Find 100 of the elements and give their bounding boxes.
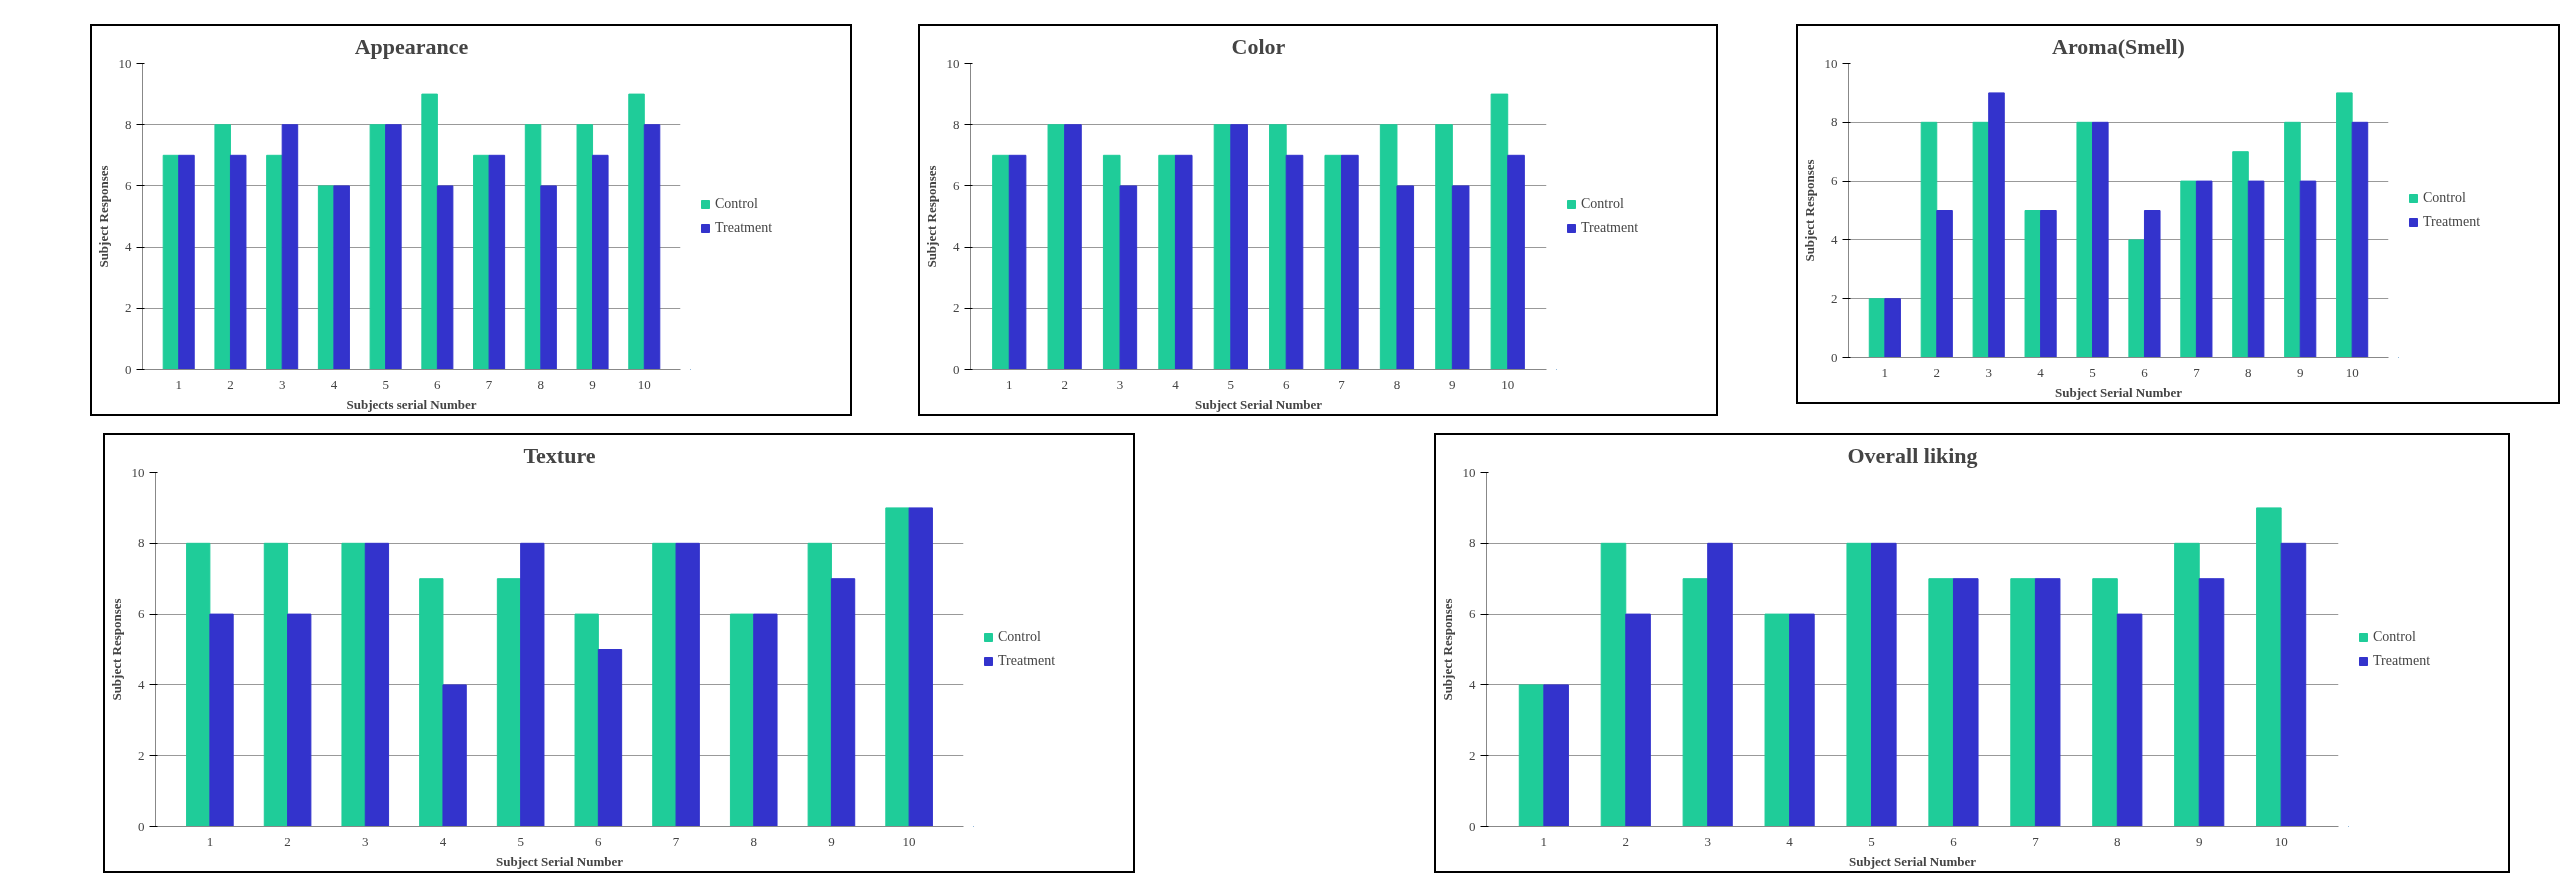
x-tick-label: 4 <box>2037 364 2045 380</box>
bar <box>2076 121 2094 358</box>
x-tick-label: 3 <box>278 376 286 392</box>
chart-title: Appearance <box>354 33 469 59</box>
legend-label: Treatment <box>998 653 1056 669</box>
bar <box>2180 180 2197 358</box>
bar <box>209 613 234 827</box>
bar <box>1064 124 1082 370</box>
x-tick-label: 3 <box>1116 376 1124 392</box>
bar <box>421 93 438 370</box>
x-axis-title: Subject Serial Number <box>2054 384 2183 400</box>
bar <box>1341 154 1359 370</box>
bar <box>520 542 545 827</box>
x-tick-label: 5 <box>517 833 524 849</box>
y-tick-label: 2 <box>1831 290 1838 306</box>
bar <box>1871 542 1897 827</box>
bar <box>1884 298 1901 358</box>
bar <box>496 578 522 827</box>
x-axis-title: Subjects serial Number <box>346 396 477 412</box>
bar <box>628 93 645 370</box>
legend-label: Control <box>1581 196 1624 212</box>
bar <box>1102 154 1121 370</box>
x-tick-label: 5 <box>1227 376 1235 392</box>
bar <box>2143 210 2161 358</box>
y-tick-label: 0 <box>125 361 132 377</box>
bar <box>2092 578 2118 827</box>
x-tick-label: 1 <box>175 376 182 392</box>
x-tick-label: 6 <box>2141 364 2149 380</box>
legend-label: Control <box>2373 629 2416 645</box>
bar <box>186 542 211 827</box>
bar <box>263 542 289 827</box>
bar <box>369 124 387 370</box>
bar <box>473 154 490 370</box>
bar <box>1269 124 1287 370</box>
x-tick-label: 4 <box>330 376 338 392</box>
y-tick-label: 4 <box>1831 231 1838 247</box>
bar <box>2280 542 2307 827</box>
x-tick-label: 5 <box>382 376 389 392</box>
x-tick-label: 5 <box>2089 364 2096 380</box>
bar <box>2116 613 2143 827</box>
chart-title: Texture <box>523 442 596 468</box>
x-tick-label: 2 <box>1933 364 1941 380</box>
bar <box>830 578 856 827</box>
bar <box>436 185 454 370</box>
bar <box>540 185 557 370</box>
x-tick-label: 7 <box>2032 833 2040 849</box>
y-tick-label: 8 <box>138 535 145 551</box>
y-tick-label: 8 <box>1469 535 1476 551</box>
x-tick-label: 10 <box>1501 376 1515 392</box>
bar <box>1543 684 1569 827</box>
x-tick-label: 8 <box>537 376 545 392</box>
bar <box>2232 151 2249 358</box>
x-tick-label: 1 <box>1006 376 1013 392</box>
legend-label: Control <box>2423 190 2466 206</box>
bar <box>1230 124 1248 370</box>
x-tick-label: 6 <box>1950 833 1958 849</box>
bar <box>229 154 247 370</box>
y-axis-title: Subject Responses <box>1439 598 1455 701</box>
y-tick-label: 0 <box>1831 349 1838 365</box>
y-tick-label: 8 <box>1831 114 1838 130</box>
x-tick-label: 3 <box>362 833 369 849</box>
y-tick-label: 8 <box>953 116 960 132</box>
bar <box>281 124 299 370</box>
x-tick-label: 2 <box>227 376 234 392</box>
legend-label: Treatment <box>2423 214 2481 230</box>
x-tick-label: 3 <box>1704 833 1711 849</box>
bar <box>1682 578 1709 827</box>
x-tick-label: 1 <box>206 833 214 849</box>
y-tick-label: 6 <box>953 177 960 193</box>
bar <box>2198 578 2225 827</box>
x-tick-label: 9 <box>2195 833 2203 849</box>
x-tick-label: 2 <box>1622 833 1630 849</box>
bar <box>576 124 594 370</box>
y-axis-title: Subject Responses <box>108 598 124 701</box>
bar <box>419 578 444 827</box>
x-tick-label: 9 <box>2296 364 2304 380</box>
bar <box>885 507 910 827</box>
x-tick-label: 4 <box>1786 833 1794 849</box>
bar <box>1213 124 1232 370</box>
x-axis-title: Subject Serial Number <box>495 853 624 869</box>
bar <box>2351 121 2369 358</box>
bar <box>1451 185 1470 370</box>
x-tick-label: 6 <box>595 833 603 849</box>
bar <box>2128 239 2145 358</box>
x-tick-label: 10 <box>2345 364 2359 380</box>
y-axis-title: Subject Responses <box>1801 159 1817 262</box>
x-tick-label: 2 <box>1061 376 1068 392</box>
y-tick-label: 4 <box>953 239 960 255</box>
bar <box>214 124 231 370</box>
bar <box>1435 124 1453 370</box>
bar <box>1928 578 1954 827</box>
x-tick-label: 7 <box>672 833 680 849</box>
chart-title: Overall liking <box>1847 442 1978 468</box>
bar <box>2024 210 2042 358</box>
x-tick-label: 10 <box>637 376 651 392</box>
bar <box>333 185 350 370</box>
bar <box>675 542 700 827</box>
bar <box>597 649 623 827</box>
bar <box>652 542 677 827</box>
x-tick-label: 1 <box>1881 364 1889 380</box>
